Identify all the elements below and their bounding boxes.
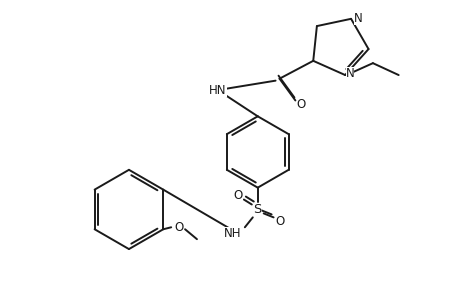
Text: NH: NH bbox=[224, 227, 241, 240]
Text: O: O bbox=[233, 189, 242, 202]
Text: O: O bbox=[296, 98, 305, 111]
Text: O: O bbox=[274, 215, 284, 228]
Text: O: O bbox=[174, 221, 183, 234]
Text: S: S bbox=[253, 203, 261, 216]
Text: N: N bbox=[353, 12, 362, 25]
Text: HN: HN bbox=[209, 84, 226, 97]
Text: N: N bbox=[345, 67, 354, 80]
